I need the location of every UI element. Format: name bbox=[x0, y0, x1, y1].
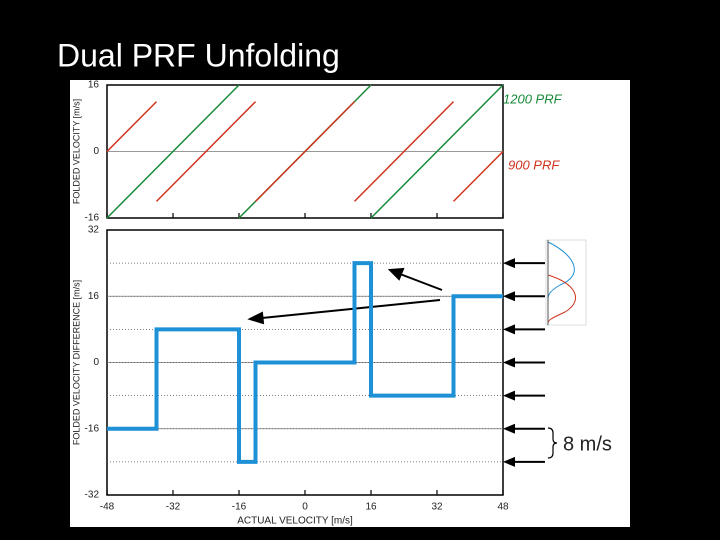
reference-arrowhead bbox=[503, 357, 515, 368]
legend-label: 900 PRF bbox=[508, 157, 560, 172]
figure-panel bbox=[70, 80, 630, 527]
y-axis-label: FOLDED VELOCITY DIFFERENCE [m/s] bbox=[71, 280, 81, 445]
y-tick-label: -16 bbox=[85, 423, 100, 434]
brace bbox=[547, 427, 558, 459]
x-tick-label: 32 bbox=[431, 502, 443, 513]
y-tick-label: 0 bbox=[93, 357, 99, 368]
x-tick-label: 48 bbox=[497, 502, 509, 513]
reference-arrowhead bbox=[503, 456, 515, 467]
legend-label: 1200 PRF bbox=[503, 91, 563, 106]
y-tick-label: 0 bbox=[93, 146, 99, 157]
y-tick-label: -32 bbox=[85, 490, 100, 501]
reference-arrowhead bbox=[503, 390, 515, 401]
series-line bbox=[106, 101, 504, 202]
y-tick-label: 16 bbox=[88, 80, 100, 91]
x-tick-label: 16 bbox=[365, 502, 377, 513]
x-tick-label: 0 bbox=[302, 502, 308, 513]
reference-arrowhead bbox=[503, 291, 515, 302]
reference-arrowhead bbox=[503, 258, 515, 269]
x-axis-label: ACTUAL VELOCITY [m/s] bbox=[237, 516, 353, 527]
series-line bbox=[107, 261, 503, 464]
y-axis-label: FOLDED VELOCITY [m/s] bbox=[71, 99, 81, 204]
y-tick-label: 16 bbox=[88, 291, 100, 302]
y-tick-label: 32 bbox=[88, 225, 100, 236]
reference-arrowhead bbox=[503, 423, 515, 434]
x-tick-label: -16 bbox=[232, 502, 247, 513]
x-tick-label: -32 bbox=[166, 502, 181, 513]
y-tick-label: -16 bbox=[85, 213, 100, 224]
annotation: 8 m/s bbox=[563, 433, 612, 455]
pointer-arrows bbox=[247, 267, 443, 325]
slide-title: Dual PRF Unfolding bbox=[57, 37, 340, 73]
reference-arrowhead bbox=[503, 324, 515, 335]
x-tick-label: -48 bbox=[100, 502, 115, 513]
distribution-icon bbox=[545, 239, 587, 326]
